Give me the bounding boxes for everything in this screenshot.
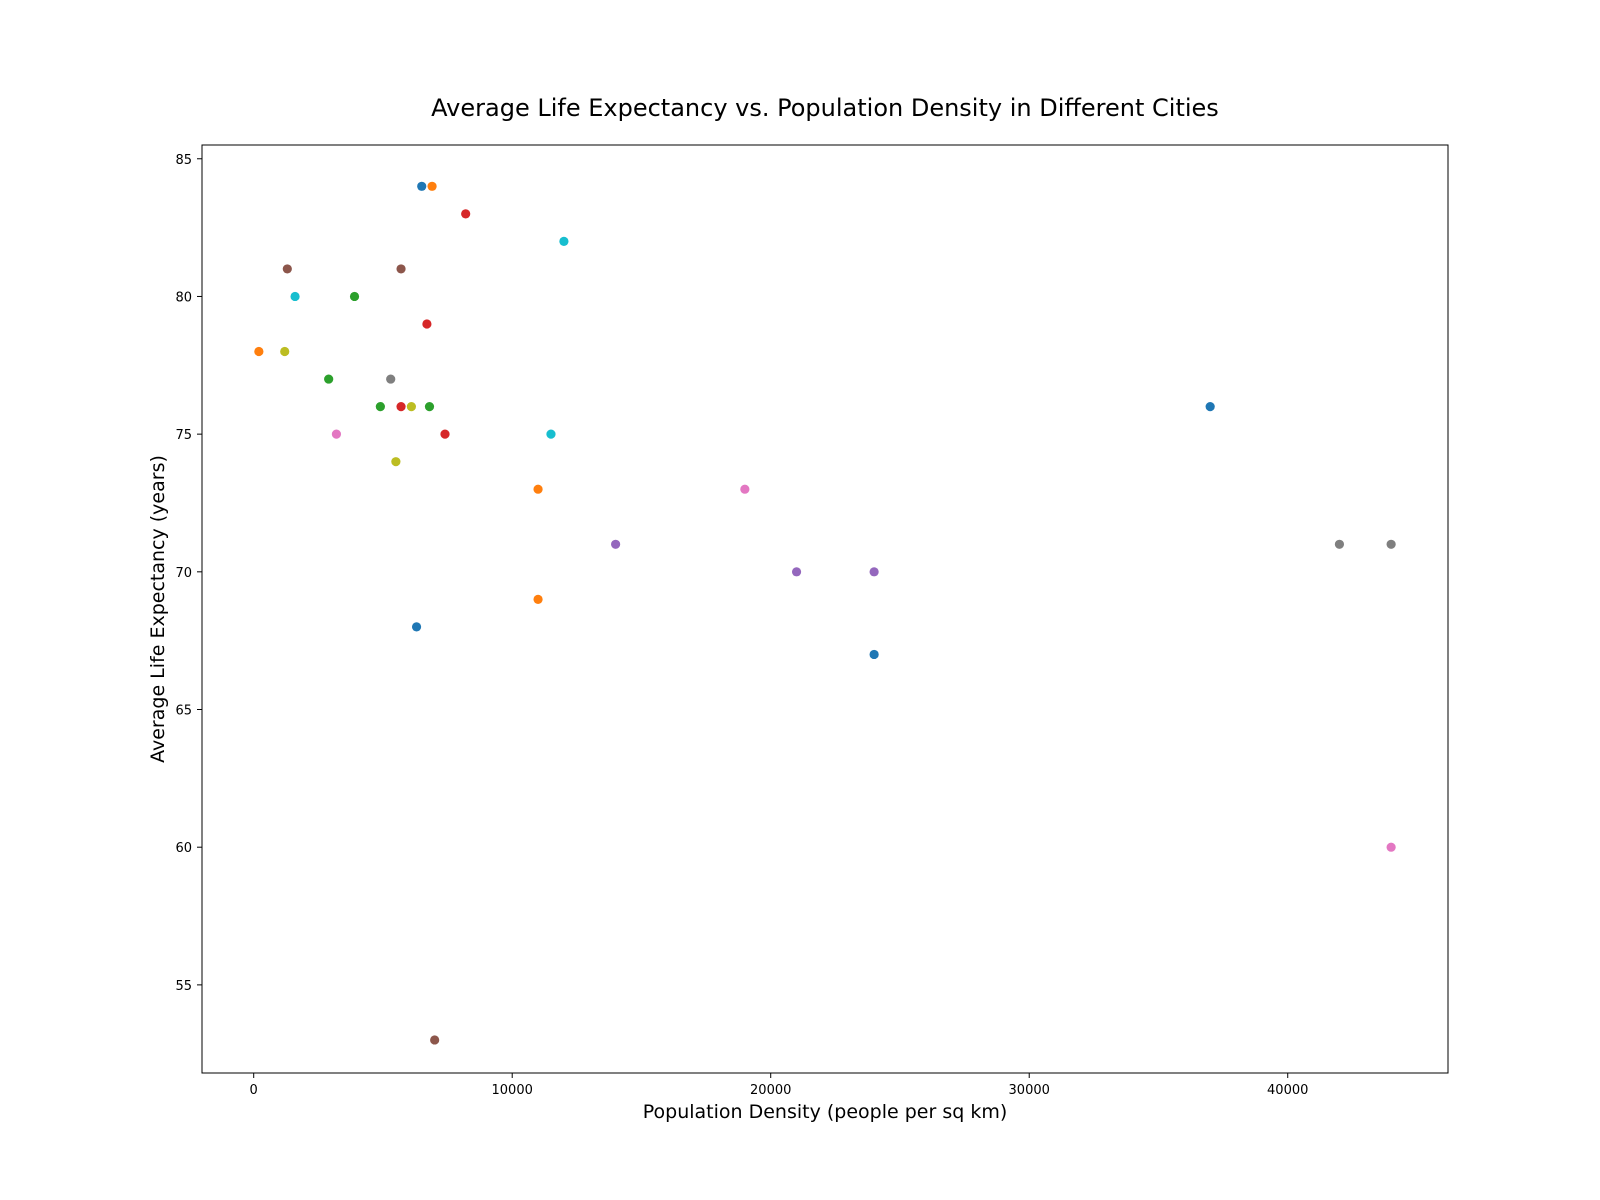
data-point-8 <box>349 291 360 302</box>
y-tick-label-3: 70 <box>175 566 192 581</box>
data-points-layer <box>254 181 1396 1045</box>
x-tick-label-1: 10000 <box>492 1083 533 1098</box>
x-tick-label-3: 30000 <box>1009 1083 1050 1098</box>
data-point-29 <box>406 402 416 412</box>
data-point-12 <box>461 209 471 219</box>
x-axis-ticks: 0 10000 20000 30000 40000 <box>250 1073 1308 1098</box>
data-point-14 <box>396 402 406 412</box>
data-point-25 <box>386 374 396 384</box>
data-point-18 <box>869 567 879 577</box>
chart-title: Average Life Expectancy vs. Population D… <box>431 94 1219 122</box>
data-point-10 <box>375 402 385 412</box>
x-tick-label-4: 40000 <box>1267 1083 1308 1098</box>
y-tick-label-0: 55 <box>175 979 192 994</box>
data-point-7 <box>533 594 543 604</box>
data-point-26 <box>1334 539 1345 549</box>
x-axis-label: Population Density (people per sq km) <box>643 1101 1008 1123</box>
data-point-21 <box>430 1035 440 1045</box>
data-point-28 <box>280 346 290 357</box>
data-point-16 <box>611 539 621 549</box>
data-point-32 <box>559 236 569 246</box>
data-point-2 <box>869 649 879 660</box>
data-point-9 <box>324 374 334 384</box>
data-point-5 <box>254 346 264 357</box>
data-point-4 <box>427 181 437 191</box>
data-point-27 <box>1386 539 1396 549</box>
y-tick-label-5: 80 <box>175 290 192 305</box>
x-tick-label-2: 20000 <box>750 1083 791 1098</box>
data-point-22 <box>331 429 342 439</box>
data-point-13 <box>422 319 432 329</box>
data-point-1 <box>411 622 422 632</box>
data-point-17 <box>791 567 802 577</box>
y-tick-label-4: 75 <box>175 428 192 443</box>
plot-area-frame <box>201 144 1449 1074</box>
y-axis-ticks: 55 60 65 70 75 80 85 <box>175 153 202 994</box>
data-point-0 <box>417 181 427 191</box>
data-point-24 <box>1386 842 1396 852</box>
data-point-23 <box>740 484 750 494</box>
data-point-11 <box>424 402 435 412</box>
y-tick-label-1: 60 <box>175 841 192 856</box>
data-point-20 <box>396 264 406 274</box>
data-point-3 <box>1205 402 1215 412</box>
data-point-19 <box>282 264 292 274</box>
data-point-6 <box>533 484 543 494</box>
data-point-33 <box>546 429 556 439</box>
x-tick-label-0: 0 <box>250 1083 258 1098</box>
data-point-30 <box>391 457 401 467</box>
y-axis-label: Average Life Expectancy (years) <box>147 455 169 763</box>
y-tick-label-6: 85 <box>175 153 192 168</box>
data-point-15 <box>440 429 450 439</box>
y-tick-label-2: 65 <box>175 704 192 719</box>
data-point-31 <box>290 291 300 302</box>
